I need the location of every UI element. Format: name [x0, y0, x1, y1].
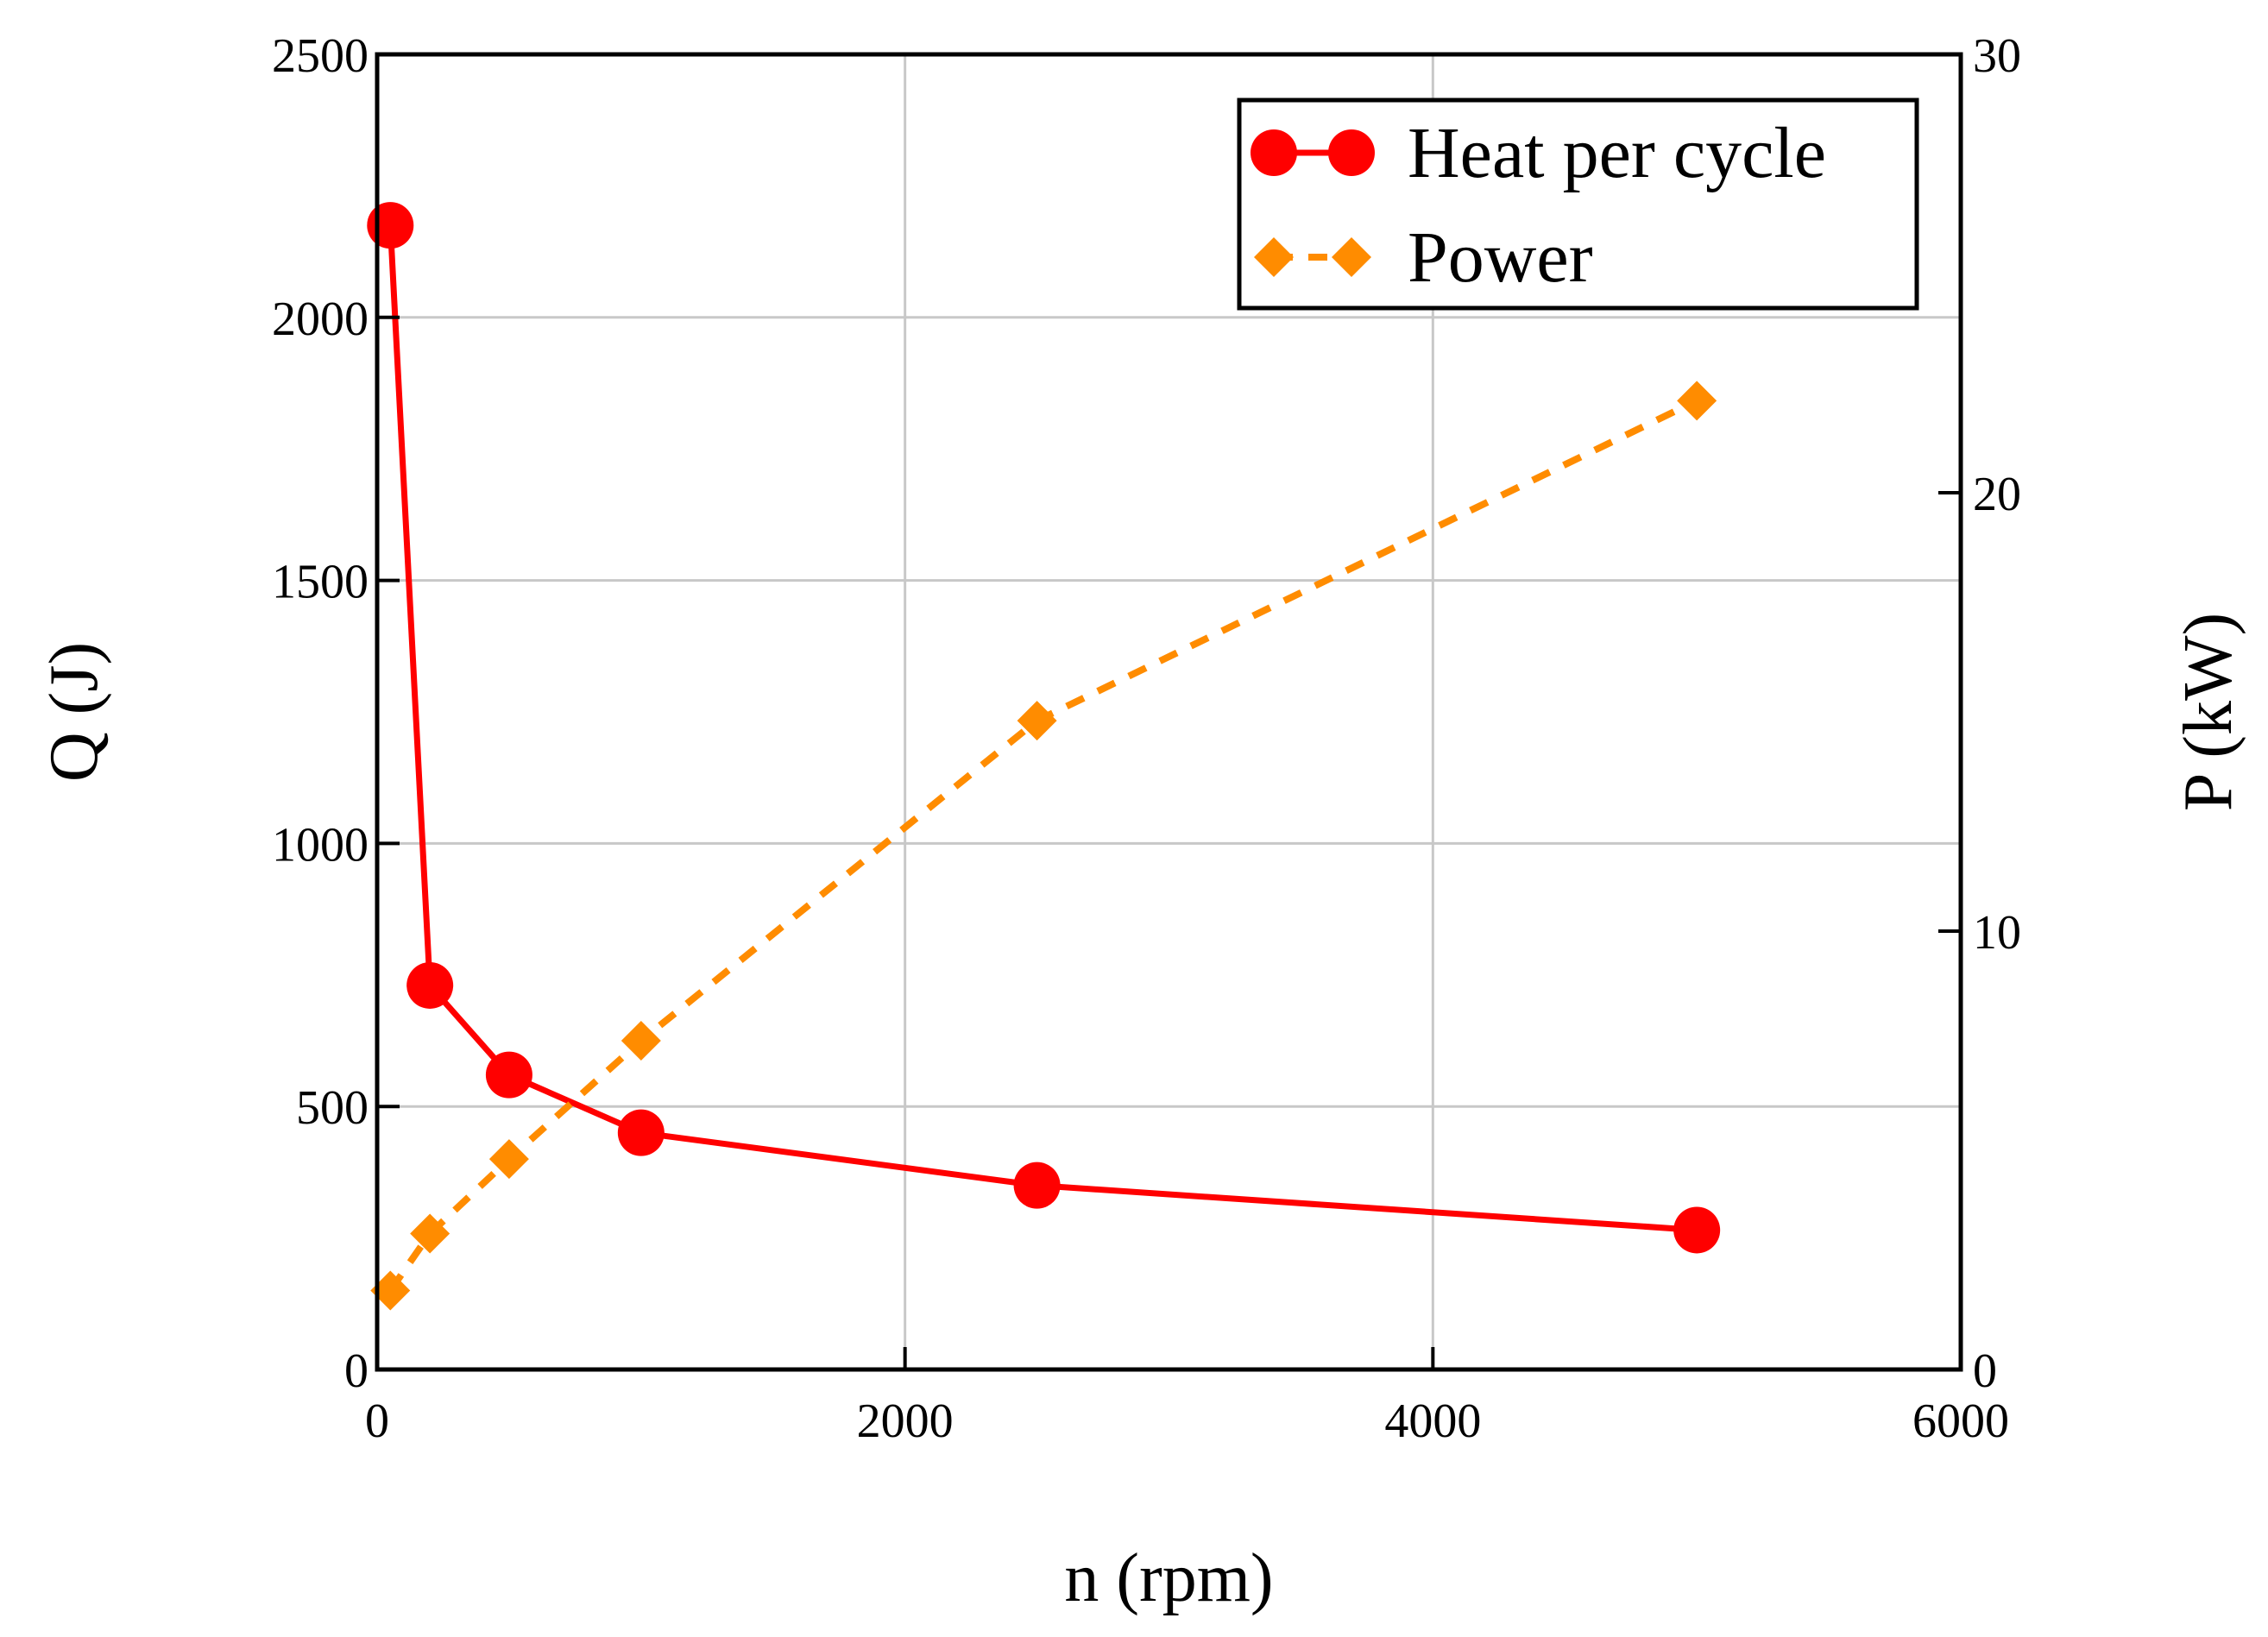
y-axis-left-title: Q (J) — [36, 642, 112, 782]
power-point — [1677, 381, 1717, 421]
legend-label: Power — [1408, 217, 1593, 298]
heat-per-cycle-line — [387, 224, 1698, 1233]
x-tick-label: 0 — [365, 1395, 389, 1448]
heat-per-cycle-point — [1013, 1162, 1061, 1209]
x-tick-label: 2000 — [857, 1395, 954, 1448]
y-left-tick-label: 500 — [296, 1081, 369, 1135]
heat-per-cycle-point — [485, 1051, 532, 1099]
y-axis-right-title: P (kW) — [2170, 613, 2246, 811]
x-tick-label: 4000 — [1384, 1395, 1481, 1448]
ticks — [375, 53, 1962, 1371]
plot-frame — [375, 52, 1963, 1372]
legend-marker — [1328, 129, 1375, 176]
y-left-tick-label: 1000 — [272, 818, 369, 872]
heat-per-cycle-point — [367, 202, 414, 249]
y-left-tick-label: 1500 — [272, 556, 369, 609]
series-layer — [367, 202, 1721, 1311]
power-line — [387, 397, 1698, 1293]
legend-entries: Heat per cycle Power — [1251, 113, 1826, 298]
y-right-tick-label: 10 — [1973, 906, 2021, 960]
power-point — [1017, 701, 1057, 741]
heat-per-cycle-point — [406, 961, 454, 1009]
legend-marker — [1251, 129, 1297, 176]
power-point — [370, 1270, 411, 1311]
legend-marker — [1254, 237, 1294, 277]
legend-marker — [1332, 237, 1371, 277]
legend: Heat per cycle Power — [1237, 98, 1919, 311]
y-left-tick-label: 2500 — [272, 29, 369, 83]
power-point — [410, 1213, 450, 1254]
power-point — [488, 1139, 529, 1180]
legend-label: Heat per cycle — [1408, 113, 1826, 193]
power-point — [621, 1021, 661, 1061]
y-left-tick-label: 2000 — [272, 293, 369, 346]
x-axis-title: n (rpm) — [1064, 1540, 1273, 1616]
heat-per-cycle-point — [1673, 1206, 1721, 1254]
y-left-tick-label: 0 — [344, 1344, 369, 1398]
x-tick-label: 6000 — [1912, 1395, 2009, 1448]
y-right-tick-label: 0 — [1973, 1344, 1997, 1398]
heat-per-cycle-point — [617, 1109, 665, 1156]
y-right-tick-label: 20 — [1973, 468, 2021, 521]
y-right-tick-label: 30 — [1973, 29, 2021, 83]
